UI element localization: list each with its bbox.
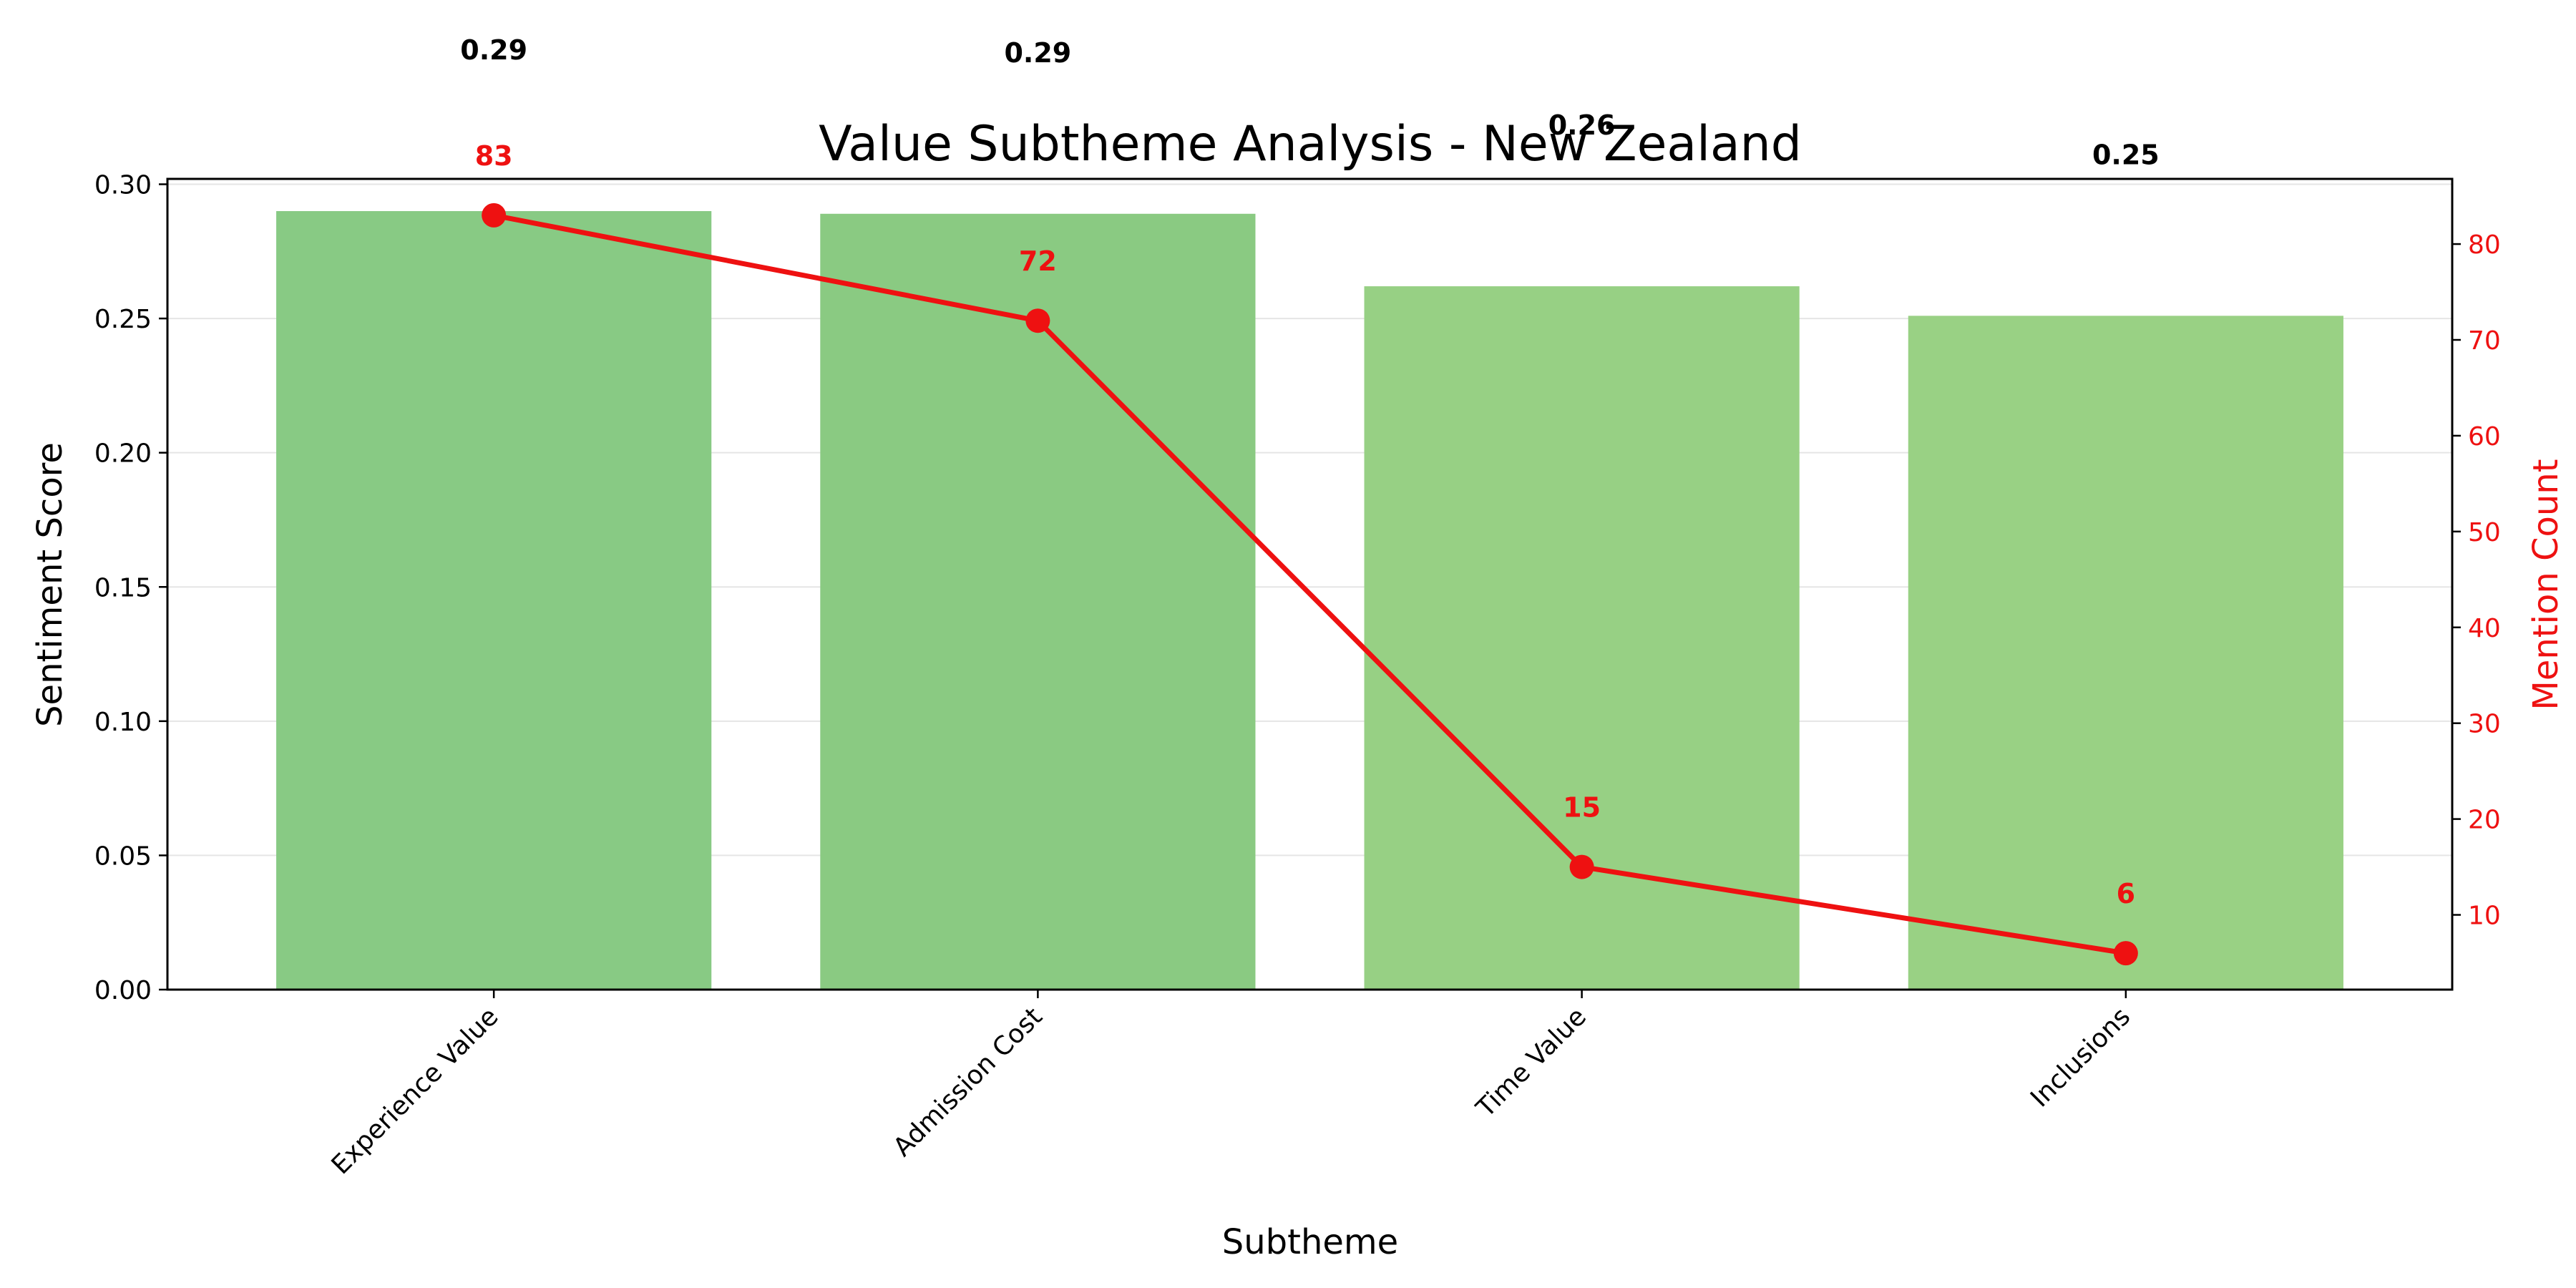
y-tick-label: 0.30 (94, 171, 152, 200)
right-axis: 10 20 30 40 50 60 70 80 (2452, 230, 2501, 931)
y2-axis-title: Mention Count (2526, 459, 2566, 710)
chart-title: Value Subtheme Analysis - New Zealand (819, 116, 1802, 172)
mention-line (482, 203, 2138, 966)
y2-tick-label: 40 (2468, 614, 2501, 643)
bar-value-label: 0.29 (1004, 37, 1071, 69)
y2-tick-label: 30 (2468, 710, 2501, 739)
bar (1908, 316, 2343, 990)
bar (276, 211, 712, 990)
mention-count-label: 15 (1563, 792, 1601, 824)
x-tick-label: Inclusions (2025, 1002, 2136, 1113)
y-tick-label: 0.20 (94, 439, 152, 469)
y-tick-label: 0.10 (94, 708, 152, 737)
bar-value-label: 0.29 (460, 34, 527, 66)
x-tick-label: Experience Value (326, 1002, 504, 1180)
y2-tick-label: 20 (2468, 806, 2501, 835)
y-tick-label: 0.15 (94, 573, 152, 602)
mention-point (482, 203, 507, 228)
mention-point (1569, 854, 1594, 879)
x-axis-title: Subtheme (1222, 1222, 1398, 1262)
y-axis-title: Sentiment Score (30, 442, 70, 727)
y2-tick-label: 10 (2468, 902, 2501, 931)
x-axis: Experience Value Admission Cost Time Value… (326, 990, 2136, 1180)
y2-tick-label: 50 (2468, 518, 2501, 547)
mention-count-label: 83 (475, 140, 513, 172)
y-tick-label: 0.05 (94, 841, 152, 871)
mention-count-label: 6 (2117, 878, 2135, 909)
bar (1364, 286, 1800, 990)
mention-count-label: 72 (1019, 245, 1057, 277)
y2-tick-label: 70 (2468, 326, 2501, 356)
mention-line-path (493, 213, 2127, 956)
bar-value-label: 0.26 (1548, 109, 1616, 141)
bar-value-labels: 0.29 0.29 0.26 0.25 (460, 34, 2159, 170)
y-tick-label: 0.25 (94, 305, 152, 334)
bar (820, 213, 1256, 990)
x-tick-label: Admission Cost (888, 1002, 1048, 1162)
bar-value-label: 0.25 (2092, 139, 2160, 170)
bars (276, 211, 2343, 990)
y2-tick-label: 60 (2468, 422, 2501, 452)
plot-border (166, 177, 2454, 991)
x-tick-label: Time Value (1470, 1002, 1592, 1123)
mention-point (2113, 941, 2138, 966)
plot-frame (166, 177, 2454, 991)
mention-point (1025, 308, 1050, 333)
left-axis: 0.00 0.05 0.10 0.15 0.20 0.25 0.30 (94, 171, 167, 1005)
mention-labels: 83 72 15 6 (475, 140, 2135, 909)
y-tick-label: 0.00 (94, 976, 152, 1005)
y2-tick-label: 80 (2468, 230, 2501, 260)
